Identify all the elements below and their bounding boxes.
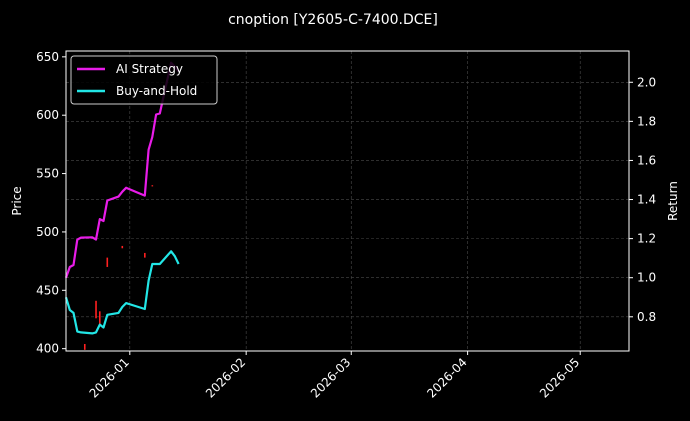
price-marks [83,185,154,350]
grid [66,51,629,351]
y2-axis-label: Return [666,181,680,221]
plot-frame [65,50,630,352]
y-axis-right: 0.8 1.0 1.2 1.4 1.6 1.8 2.0 [629,75,656,324]
y2-tick-label: 1.6 [637,153,656,167]
y-tick-label: 550 [36,167,59,181]
chart-title: cnoption [Y2605-C-7400.DCE] [228,12,438,28]
series-line-ai-strategy [64,61,180,279]
legend: AI Strategy Buy-and-Hold [70,55,218,105]
price-mark [106,257,109,267]
y-tick-label: 650 [36,50,59,64]
y-tick-label: 450 [36,283,59,297]
y-tick-label: 600 [36,108,59,122]
y2-tick-label: 2.0 [637,75,656,89]
y2-tick-label: 1.8 [637,114,656,128]
y-tick-label: 500 [36,225,59,239]
legend-label-ai-strategy: AI Strategy [116,62,183,76]
price-mark [151,185,154,187]
series-lines [64,61,180,335]
price-mark [98,311,101,327]
series-line-buy-and-hold [64,250,180,335]
price-mark [144,252,146,258]
price-mark [83,343,86,350]
legend-label-buy-and-hold: Buy-and-Hold [116,84,197,98]
y2-tick-label: 1.4 [637,193,656,207]
price-mark [121,245,124,249]
y-tick-label: 400 [36,342,59,356]
y-axis-left: 400 450 500 550 600 650 [36,50,66,356]
legend-box [70,55,218,105]
y2-tick-label: 0.8 [637,310,656,324]
price-mark [95,300,97,319]
y2-tick-label: 1.2 [637,232,656,246]
y-axis-label: Price [10,186,24,215]
y2-tick-label: 1.0 [637,271,656,285]
